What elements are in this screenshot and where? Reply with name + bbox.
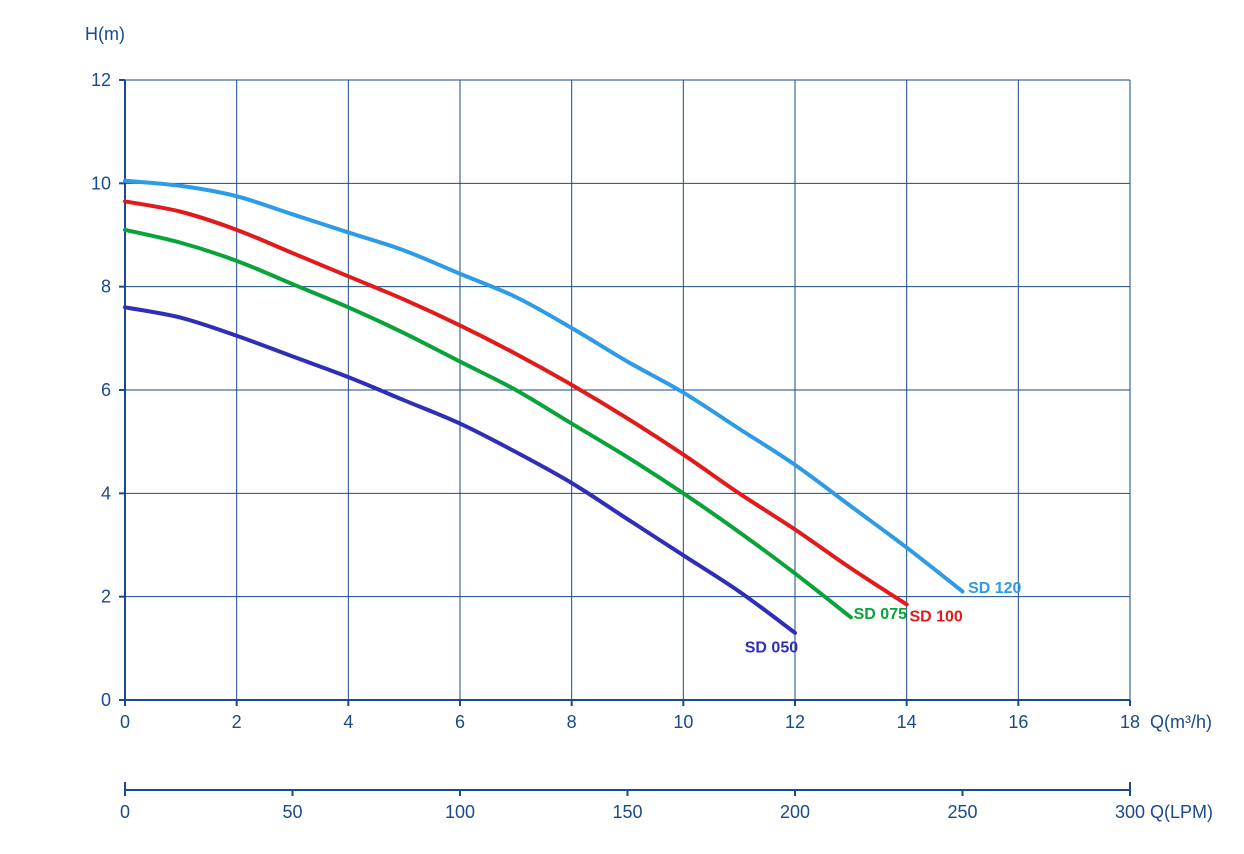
x-axis-primary-label: Q(m³/h): [1150, 712, 1212, 732]
x2-tick-label: 300: [1115, 802, 1145, 822]
x2-tick-label: 250: [947, 802, 977, 822]
x-tick-label: 10: [673, 712, 693, 732]
x-tick-label: 4: [343, 712, 353, 732]
x2-tick-label: 50: [282, 802, 302, 822]
x2-tick-label: 200: [780, 802, 810, 822]
x2-tick-label: 0: [120, 802, 130, 822]
x-tick-label: 12: [785, 712, 805, 732]
x2-tick-label: 150: [612, 802, 642, 822]
x2-tick-label: 100: [445, 802, 475, 822]
x-tick-label: 0: [120, 712, 130, 732]
y-axis-label: H(m): [85, 24, 125, 44]
y-tick-label: 0: [101, 690, 111, 710]
x-tick-label: 16: [1008, 712, 1028, 732]
pump-curve-chart: 0 2 4 6 8 10 12 0 2 4 6 8 10 12 14 16 18 0 50 100 150 200 250 3…: [0, 0, 1244, 854]
x-tick-label: 14: [897, 712, 917, 732]
series-label: SD 075: [854, 606, 907, 623]
series-label: SD 100: [909, 608, 962, 625]
series-label: SD 050: [745, 639, 798, 656]
x-tick-label: 2: [232, 712, 242, 732]
y-tick-label: 10: [91, 173, 111, 193]
x-tick-label: 8: [567, 712, 577, 732]
y-tick-label: 4: [101, 483, 111, 503]
x-axis-secondary-label: Q(LPM): [1150, 802, 1213, 822]
y-tick-label: 2: [101, 587, 111, 607]
x-tick-label: 18: [1120, 712, 1140, 732]
y-tick-label: 8: [101, 277, 111, 297]
series-label: SD 120: [968, 580, 1021, 597]
x-tick-label: 6: [455, 712, 465, 732]
y-tick-label: 6: [101, 380, 111, 400]
y-tick-label: 12: [91, 70, 111, 90]
chart-background: [0, 0, 1244, 854]
